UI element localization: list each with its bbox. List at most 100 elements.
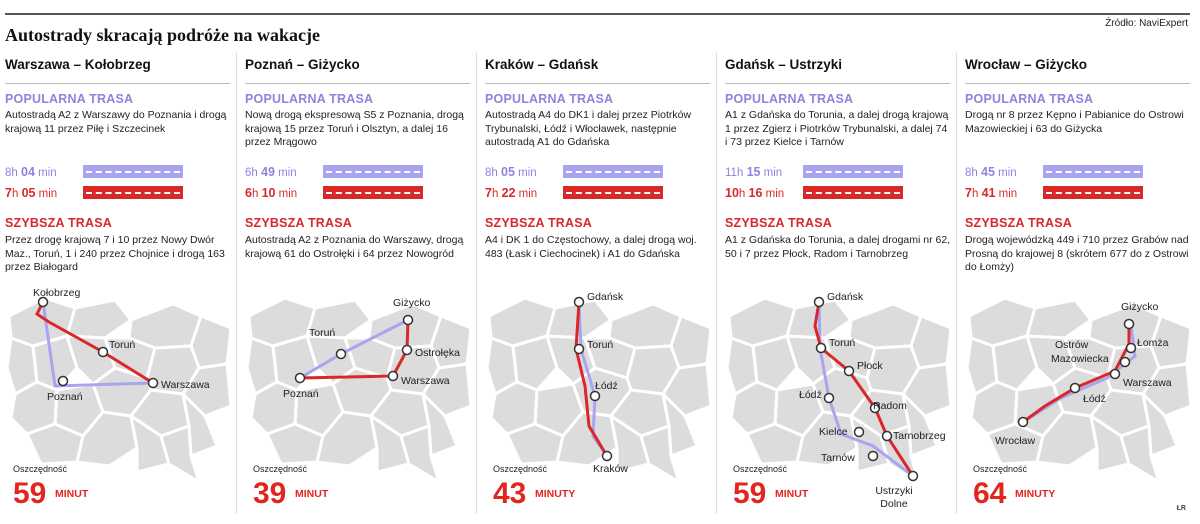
hours-value: 8 bbox=[485, 167, 492, 179]
minutes-unit: min bbox=[278, 167, 297, 179]
hours-unit: h bbox=[11, 167, 18, 179]
author-credit: ŁR bbox=[1176, 505, 1186, 512]
hours-unit: h bbox=[11, 188, 19, 200]
map-region bbox=[369, 414, 411, 474]
fast-route-line bbox=[574, 301, 609, 457]
route-title: Warszawa – Kołobrzeg bbox=[5, 57, 151, 72]
city-label: Warszawa bbox=[401, 375, 450, 387]
city-marker-ostrow-mazowiecka bbox=[1119, 356, 1131, 368]
savings-label: Oszczędność bbox=[733, 464, 788, 474]
map-region bbox=[421, 362, 473, 418]
minutes-unit: min bbox=[518, 188, 538, 200]
fast-route-label: SZYBSZA TRASA bbox=[5, 216, 113, 230]
city-marker-warszawa bbox=[1109, 368, 1121, 380]
city-label: Łomża bbox=[1137, 337, 1169, 349]
minutes-unit: min bbox=[38, 167, 57, 179]
city-label: Łódź bbox=[799, 389, 822, 401]
route-column-wroclaw-gizycko: Wrocław – Giżycko POPULARNA TRASA Drogą … bbox=[965, 52, 1195, 522]
savings-value: 43 bbox=[493, 477, 527, 510]
city-label: Ostrołęka bbox=[415, 347, 460, 359]
popular-route-bar bbox=[83, 165, 183, 178]
map-regions bbox=[5, 296, 233, 484]
minutes-value: 22 bbox=[501, 186, 516, 200]
popular-route-bar bbox=[1043, 165, 1143, 178]
hours-value: 7 bbox=[5, 186, 12, 200]
route-column-gdansk-ustrzyki: Gdańsk – Ustrzyki POPULARNA TRASA A1 z G… bbox=[725, 52, 955, 522]
hours-unit: h bbox=[738, 188, 746, 200]
city-label: Łódź bbox=[1083, 393, 1106, 405]
minutes-value: 05 bbox=[21, 186, 36, 200]
map-region bbox=[129, 414, 171, 474]
popular-route-line bbox=[41, 301, 154, 388]
savings-label: Oszczędność bbox=[253, 464, 308, 474]
fast-route-description: Autostradą A2 z Poznania do Warszawy, dr… bbox=[245, 234, 464, 260]
popular-route-description: A1 z Gdańska do Torunia, a dalej drogą k… bbox=[725, 109, 949, 148]
savings-unit: MINUT bbox=[775, 488, 809, 500]
route-map: Giżycko Ostrów Mazowiecka Łomża Warszawa… bbox=[965, 296, 1193, 484]
minutes-value: 15 bbox=[746, 165, 761, 179]
divider bbox=[965, 83, 1190, 84]
fast-route-bar bbox=[803, 186, 903, 199]
savings-unit: MINUTY bbox=[1015, 488, 1056, 500]
fast-route-time: 7h 05 min bbox=[5, 186, 57, 200]
savings-unit: MINUT bbox=[55, 488, 89, 500]
fast-route-bar bbox=[563, 186, 663, 199]
popular-route-time: 8h 04 min bbox=[5, 165, 57, 179]
top-rule bbox=[5, 13, 1190, 15]
popular-route-label: POPULARNA TRASA bbox=[485, 92, 614, 106]
route-title: Wrocław – Giżycko bbox=[965, 57, 1088, 72]
minutes-value: 49 bbox=[261, 165, 275, 179]
column-divider bbox=[476, 52, 477, 514]
popular-route-description: Nową drogą ekspresową S5 z Poznania, dro… bbox=[245, 109, 464, 148]
savings-label: Oszczędność bbox=[973, 464, 1028, 474]
city-marker-tarnow bbox=[867, 450, 879, 462]
fast-route-bar bbox=[1043, 186, 1143, 199]
city-marker-gdansk bbox=[813, 296, 825, 308]
city-marker-poznan bbox=[57, 375, 69, 387]
city-marker-ustrzyki-dolne bbox=[907, 470, 919, 482]
minutes-unit: min bbox=[278, 188, 298, 200]
minutes-unit: min bbox=[38, 188, 58, 200]
popular-route-bar bbox=[563, 165, 663, 178]
minutes-unit: min bbox=[998, 167, 1017, 179]
map-region bbox=[1141, 392, 1179, 458]
city-label: Gdańsk bbox=[587, 291, 624, 303]
city-label: Toruń bbox=[109, 339, 135, 351]
popular-route-label: POPULARNA TRASA bbox=[5, 92, 134, 106]
minutes-value: 41 bbox=[981, 186, 996, 200]
savings-label: Oszczędność bbox=[493, 464, 548, 474]
hours-value: 7 bbox=[485, 186, 492, 200]
route-map: Kołobrzeg Toruń Poznań Warszawa bbox=[5, 287, 233, 484]
map-region bbox=[661, 392, 699, 458]
city-label: Toruń bbox=[587, 339, 613, 351]
city-label: Gdańsk bbox=[827, 291, 864, 303]
fast-route-description: A1 z Gdańska do Torunia, a dalej drogami… bbox=[725, 234, 951, 260]
map-region bbox=[991, 334, 1039, 392]
city-marker-lodz bbox=[589, 390, 601, 402]
map-region bbox=[901, 362, 953, 418]
popular-route-time: 6h 49 min bbox=[245, 165, 297, 179]
city-label: Mazowiecka bbox=[1051, 353, 1109, 365]
city-label: Poznań bbox=[283, 388, 319, 400]
fast-route-bar bbox=[83, 186, 183, 199]
popular-route-time: 8h 45 min bbox=[965, 165, 1017, 179]
city-marker-gizycko bbox=[1123, 318, 1135, 330]
route-map: Giżycko Toruń Ostrołęka Poznań Warszawa bbox=[245, 296, 473, 484]
popular-route-bar bbox=[323, 165, 423, 178]
map-region bbox=[181, 392, 219, 458]
city-label: Kraków bbox=[593, 463, 628, 475]
city-label: Warszawa bbox=[161, 379, 210, 391]
map-region bbox=[511, 334, 559, 392]
map-region bbox=[639, 424, 681, 484]
hours-unit: h bbox=[491, 188, 499, 200]
popular-route-time: 11h 15 min bbox=[725, 165, 782, 179]
city-label: Toruń bbox=[829, 337, 855, 349]
fast-route-line bbox=[35, 301, 154, 385]
savings-unit: MINUT bbox=[295, 488, 329, 500]
hours-value: 11 bbox=[725, 167, 737, 179]
city-label-ustrzyki-dolne: Ustrzyki Dolne bbox=[864, 485, 924, 511]
divider bbox=[485, 83, 710, 84]
map-region bbox=[1025, 298, 1093, 340]
map-region bbox=[305, 298, 373, 340]
hours-value: 6 bbox=[245, 167, 252, 179]
